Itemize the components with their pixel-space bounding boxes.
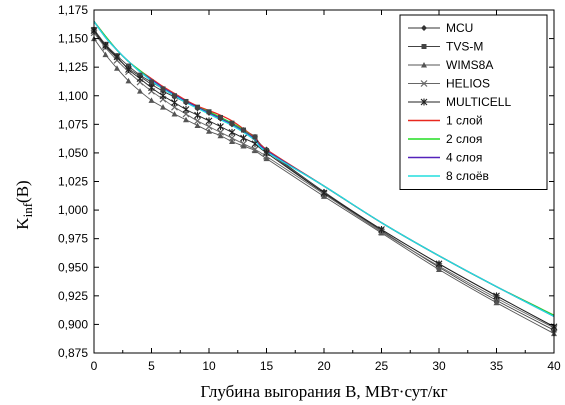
legend-label: 8 слоёв	[446, 169, 489, 183]
x-tick-label: 25	[375, 359, 389, 373]
data-point	[320, 189, 328, 197]
data-point	[194, 111, 201, 119]
x-tick-label: 0	[91, 359, 98, 373]
data-point	[182, 105, 190, 113]
data-point	[241, 127, 246, 133]
data-point	[171, 111, 178, 117]
data-point	[194, 117, 201, 125]
y-tick-label: 1,050	[58, 146, 88, 160]
data-point	[436, 266, 442, 273]
data-point	[136, 75, 144, 83]
data-point	[171, 99, 178, 107]
data-point	[217, 132, 224, 139]
data-point	[205, 117, 213, 125]
x-tick-label: 30	[432, 359, 446, 373]
data-point	[251, 140, 259, 148]
data-point	[102, 41, 109, 49]
x-tick-label: 5	[148, 359, 155, 373]
y-tick-label: 1,000	[58, 203, 88, 217]
legend-label: 1 слой	[446, 114, 483, 128]
y-tick-label: 0,900	[58, 317, 88, 331]
y-tick-label: 0,975	[58, 232, 88, 246]
data-point	[435, 260, 443, 268]
data-point	[125, 77, 132, 84]
data-point	[263, 149, 270, 157]
legend-label: HELIOS	[446, 77, 490, 91]
y-tick-label: 1,175	[58, 3, 88, 17]
data-point	[493, 299, 500, 306]
x-tick-label: 15	[260, 359, 274, 373]
data-point	[102, 51, 109, 58]
y-axis-title-tail: (B)	[13, 180, 32, 203]
y-tick-label: 0,950	[58, 260, 88, 274]
data-point	[160, 104, 166, 110]
data-point	[183, 98, 189, 104]
x-tick-label: 35	[490, 359, 504, 373]
y-tick-label: 0,925	[58, 289, 88, 303]
legend-label: 4 слоя	[446, 151, 482, 165]
y-tick-label: 1,150	[58, 32, 88, 46]
data-point	[240, 143, 247, 149]
legend-label: TVS-M	[446, 40, 483, 54]
y-axis-ticks: 0,875 0,900 0,925 0,950 0,975 1,000 1,025 1,050…	[58, 3, 554, 360]
data-point	[148, 84, 155, 92]
legend: MCU TVS-M WIMS8A HELIOS MULTICELL 1 слой 2 сло…	[399, 14, 548, 190]
data-point	[148, 97, 155, 103]
data-point	[113, 53, 121, 61]
data-point	[114, 65, 120, 71]
data-point	[160, 86, 166, 92]
series-markers	[90, 26, 558, 337]
legend-marker	[420, 98, 428, 106]
data-point	[205, 123, 213, 131]
y-tick-label: 1,100	[58, 89, 88, 103]
data-point	[229, 138, 235, 144]
data-point	[229, 120, 235, 126]
data-point	[217, 123, 224, 131]
data-point	[493, 292, 500, 300]
data-point	[206, 128, 212, 134]
y-tick-label: 0,875	[58, 346, 88, 360]
y-tick-label: 1,025	[58, 175, 88, 189]
legend-label: 2 слоя	[446, 132, 482, 146]
data-point	[137, 88, 143, 94]
series-line-8-слоёв	[93, 21, 555, 317]
data-point	[263, 155, 270, 162]
data-point	[252, 134, 258, 140]
legend-marker	[420, 80, 428, 87]
data-point	[206, 109, 212, 115]
x-tick-label: 40	[547, 359, 561, 373]
x-axis-ticks: 0 5 10 15 20 25 30 35 40	[91, 10, 561, 373]
data-point	[149, 79, 154, 85]
y-axis-title-subscript: inf	[20, 202, 35, 217]
legend-marker	[421, 62, 427, 68]
data-point	[194, 122, 201, 128]
x-tick-label: 20	[317, 359, 331, 373]
legend-label: MCU	[446, 21, 473, 35]
data-point	[218, 114, 223, 120]
legend-marker	[421, 25, 427, 31]
data-point	[240, 140, 247, 148]
data-point	[172, 93, 177, 99]
y-axis-title: Kinf(B)	[13, 180, 35, 229]
data-point	[240, 134, 247, 142]
y-tick-label: 1,075	[58, 117, 88, 131]
x-axis-title: Глубина выгорания B, МВт·сут/кг	[200, 382, 447, 401]
data-point	[159, 92, 167, 100]
data-point	[217, 128, 224, 136]
data-point	[183, 116, 189, 123]
y-tick-label: 1,125	[58, 60, 88, 74]
data-point	[251, 146, 259, 153]
data-point	[195, 104, 200, 110]
legend-marker	[421, 44, 427, 49]
legend-label: MULTICELL	[446, 95, 511, 109]
data-point	[228, 128, 236, 136]
x-tick-label: 10	[202, 359, 216, 373]
legend-label: WIMS8A	[446, 58, 493, 72]
data-point	[228, 134, 236, 142]
data-point	[125, 65, 132, 73]
data-point	[378, 226, 385, 234]
